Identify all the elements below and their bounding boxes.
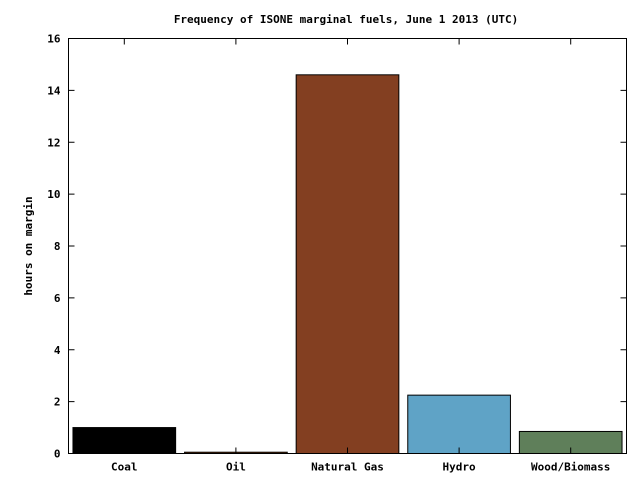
x-tick-label: Wood/Biomass <box>531 461 610 474</box>
x-ticks-group: Coal Oil Natural Gas Hydro Wood/Biomass <box>111 38 610 474</box>
x-tick-label: Natural Gas <box>311 461 384 474</box>
x-tick-label: Coal <box>111 461 138 474</box>
x-tick-label: Oil <box>226 461 246 474</box>
y-tick-label: 16 <box>47 33 61 46</box>
x-tick-label: Hydro <box>443 461 476 474</box>
y-tick-label: 8 <box>54 240 61 253</box>
chart-title: Frequency of ISONE marginal fuels, June … <box>174 13 518 26</box>
plot-frame <box>68 38 627 454</box>
y-axis-label: hours on margin <box>22 196 35 295</box>
y-tick-label: 2 <box>54 396 61 409</box>
y-tick-label: 10 <box>47 188 60 201</box>
y-tick-label: 0 <box>54 448 61 461</box>
y-tick-label: 14 <box>47 84 61 97</box>
y-ticks-group: 0 2 4 6 8 10 12 14 16 <box>47 33 627 461</box>
bars-group <box>72 74 623 454</box>
bar-hydro <box>407 394 511 454</box>
y-tick-label: 6 <box>54 292 61 305</box>
y-tick-label: 12 <box>47 136 60 149</box>
bar-natural-gas <box>295 74 400 454</box>
y-tick-label: 4 <box>54 344 61 357</box>
